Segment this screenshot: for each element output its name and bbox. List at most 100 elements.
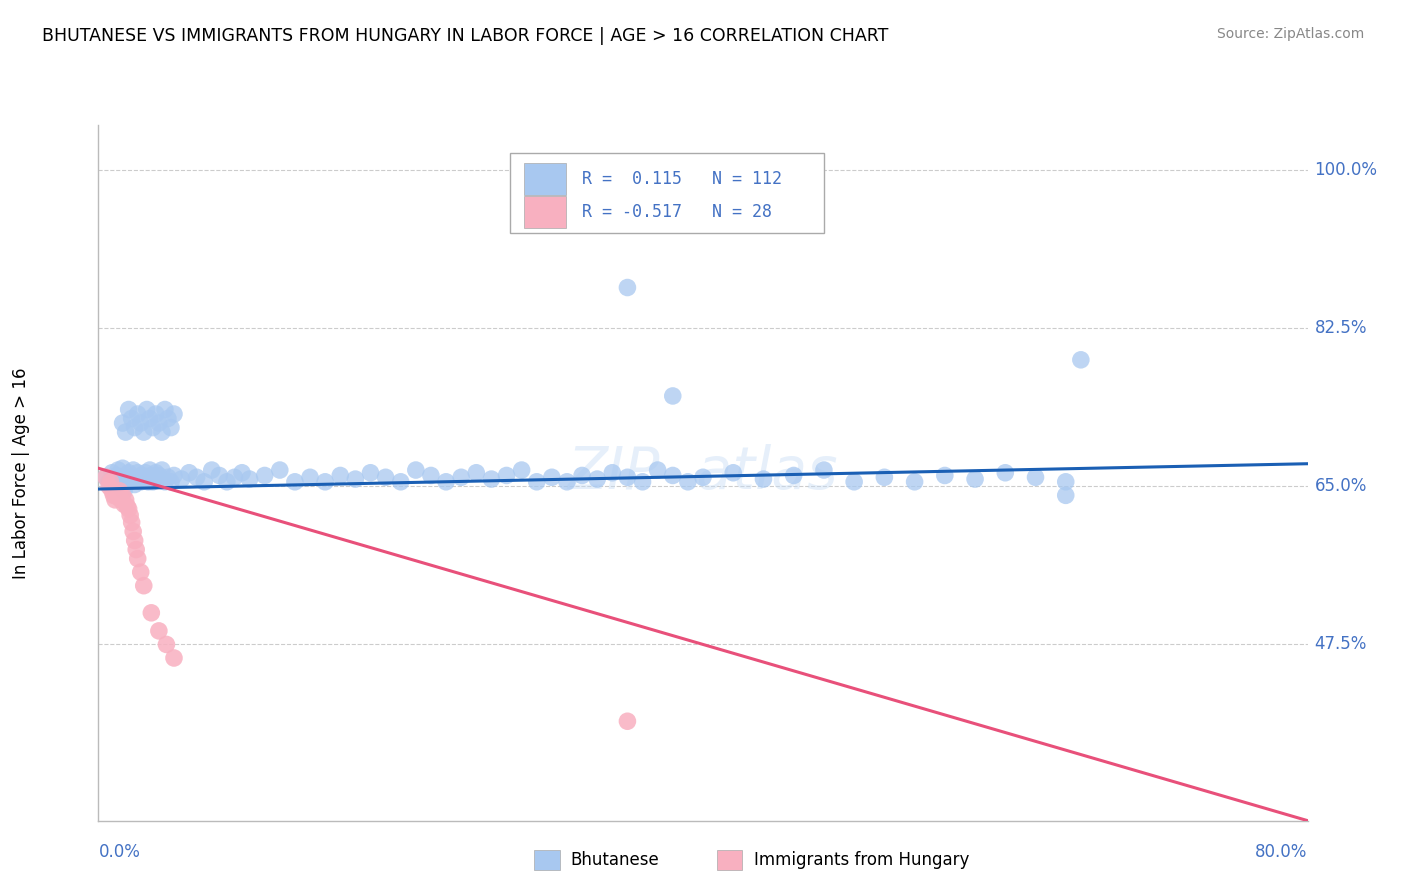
Point bbox=[122, 463, 145, 477]
Point bbox=[124, 477, 146, 491]
Point bbox=[284, 475, 307, 489]
Point bbox=[155, 637, 177, 651]
Text: R =  0.115   N = 112: R = 0.115 N = 112 bbox=[582, 170, 782, 188]
Point bbox=[110, 492, 132, 507]
Point bbox=[586, 472, 609, 486]
Point bbox=[129, 565, 152, 579]
Point bbox=[98, 479, 121, 493]
Point bbox=[107, 463, 129, 477]
Point bbox=[145, 466, 167, 480]
Point bbox=[231, 466, 253, 480]
Point bbox=[616, 714, 638, 729]
Point bbox=[132, 425, 155, 439]
Point bbox=[156, 411, 179, 425]
Point bbox=[631, 475, 654, 489]
Point bbox=[108, 483, 131, 498]
Point bbox=[299, 470, 322, 484]
Point bbox=[661, 389, 683, 403]
Point bbox=[115, 472, 138, 486]
Text: 100.0%: 100.0% bbox=[1315, 161, 1378, 179]
Point bbox=[114, 425, 136, 439]
Text: R = -0.517   N = 28: R = -0.517 N = 28 bbox=[582, 202, 772, 221]
Point bbox=[128, 470, 150, 484]
Point bbox=[115, 499, 138, 513]
Point bbox=[121, 470, 143, 484]
Point bbox=[129, 475, 152, 489]
Point bbox=[112, 497, 135, 511]
Point bbox=[127, 551, 149, 566]
Point bbox=[122, 524, 145, 539]
Point bbox=[994, 466, 1017, 480]
Point bbox=[193, 475, 215, 489]
Point bbox=[135, 402, 157, 417]
Point bbox=[114, 470, 136, 484]
Point bbox=[904, 475, 927, 489]
Point bbox=[1054, 475, 1077, 489]
Point bbox=[329, 468, 352, 483]
Point bbox=[104, 492, 127, 507]
Point bbox=[132, 472, 155, 486]
Point bbox=[676, 475, 699, 489]
Point bbox=[253, 468, 276, 483]
Point bbox=[100, 475, 122, 489]
Point bbox=[94, 470, 117, 484]
Point bbox=[111, 416, 134, 430]
Point bbox=[146, 472, 169, 486]
Point bbox=[145, 407, 167, 421]
Text: ZIP  atlas: ZIP atlas bbox=[568, 444, 838, 501]
Point bbox=[134, 466, 156, 480]
Point bbox=[495, 468, 517, 483]
Point bbox=[374, 470, 396, 484]
Point bbox=[125, 472, 148, 486]
Point bbox=[153, 402, 176, 417]
Point bbox=[156, 470, 179, 484]
Point bbox=[110, 479, 132, 493]
Point bbox=[124, 420, 146, 434]
Point bbox=[813, 463, 835, 477]
Point bbox=[127, 466, 149, 480]
Point bbox=[873, 470, 896, 484]
Point bbox=[434, 475, 457, 489]
Point bbox=[177, 466, 201, 480]
Point bbox=[129, 416, 152, 430]
Point bbox=[419, 468, 441, 483]
Point bbox=[526, 475, 548, 489]
Point bbox=[121, 516, 143, 530]
Point bbox=[141, 468, 163, 483]
Point bbox=[160, 475, 183, 489]
Point bbox=[752, 472, 775, 486]
Point bbox=[127, 407, 149, 421]
Point bbox=[103, 472, 125, 486]
Point bbox=[142, 475, 165, 489]
Text: 80.0%: 80.0% bbox=[1256, 843, 1308, 861]
Point bbox=[163, 468, 186, 483]
Point bbox=[647, 463, 669, 477]
Point bbox=[101, 466, 124, 480]
Text: Bhutanese: Bhutanese bbox=[571, 851, 659, 869]
Point bbox=[215, 475, 238, 489]
Text: BHUTANESE VS IMMIGRANTS FROM HUNGARY IN LABOR FORCE | AGE > 16 CORRELATION CHART: BHUTANESE VS IMMIGRANTS FROM HUNGARY IN … bbox=[42, 27, 889, 45]
Point bbox=[148, 416, 170, 430]
Text: In Labor Force | Age > 16: In Labor Force | Age > 16 bbox=[13, 367, 30, 579]
Point bbox=[314, 475, 336, 489]
Point bbox=[344, 472, 367, 486]
Point bbox=[510, 463, 533, 477]
Point bbox=[139, 463, 162, 477]
Point bbox=[163, 407, 186, 421]
Point bbox=[201, 463, 224, 477]
Text: 47.5%: 47.5% bbox=[1315, 635, 1367, 654]
Point bbox=[481, 472, 503, 486]
Point bbox=[616, 280, 638, 294]
Point bbox=[142, 420, 165, 434]
Point bbox=[108, 475, 131, 489]
Point bbox=[131, 468, 153, 483]
Point bbox=[124, 533, 146, 548]
Point bbox=[170, 472, 193, 486]
Point bbox=[208, 468, 231, 483]
Point bbox=[1054, 488, 1077, 502]
Point bbox=[405, 463, 427, 477]
Point bbox=[602, 466, 624, 480]
Point bbox=[450, 470, 472, 484]
FancyBboxPatch shape bbox=[524, 163, 567, 194]
Point bbox=[118, 466, 141, 480]
